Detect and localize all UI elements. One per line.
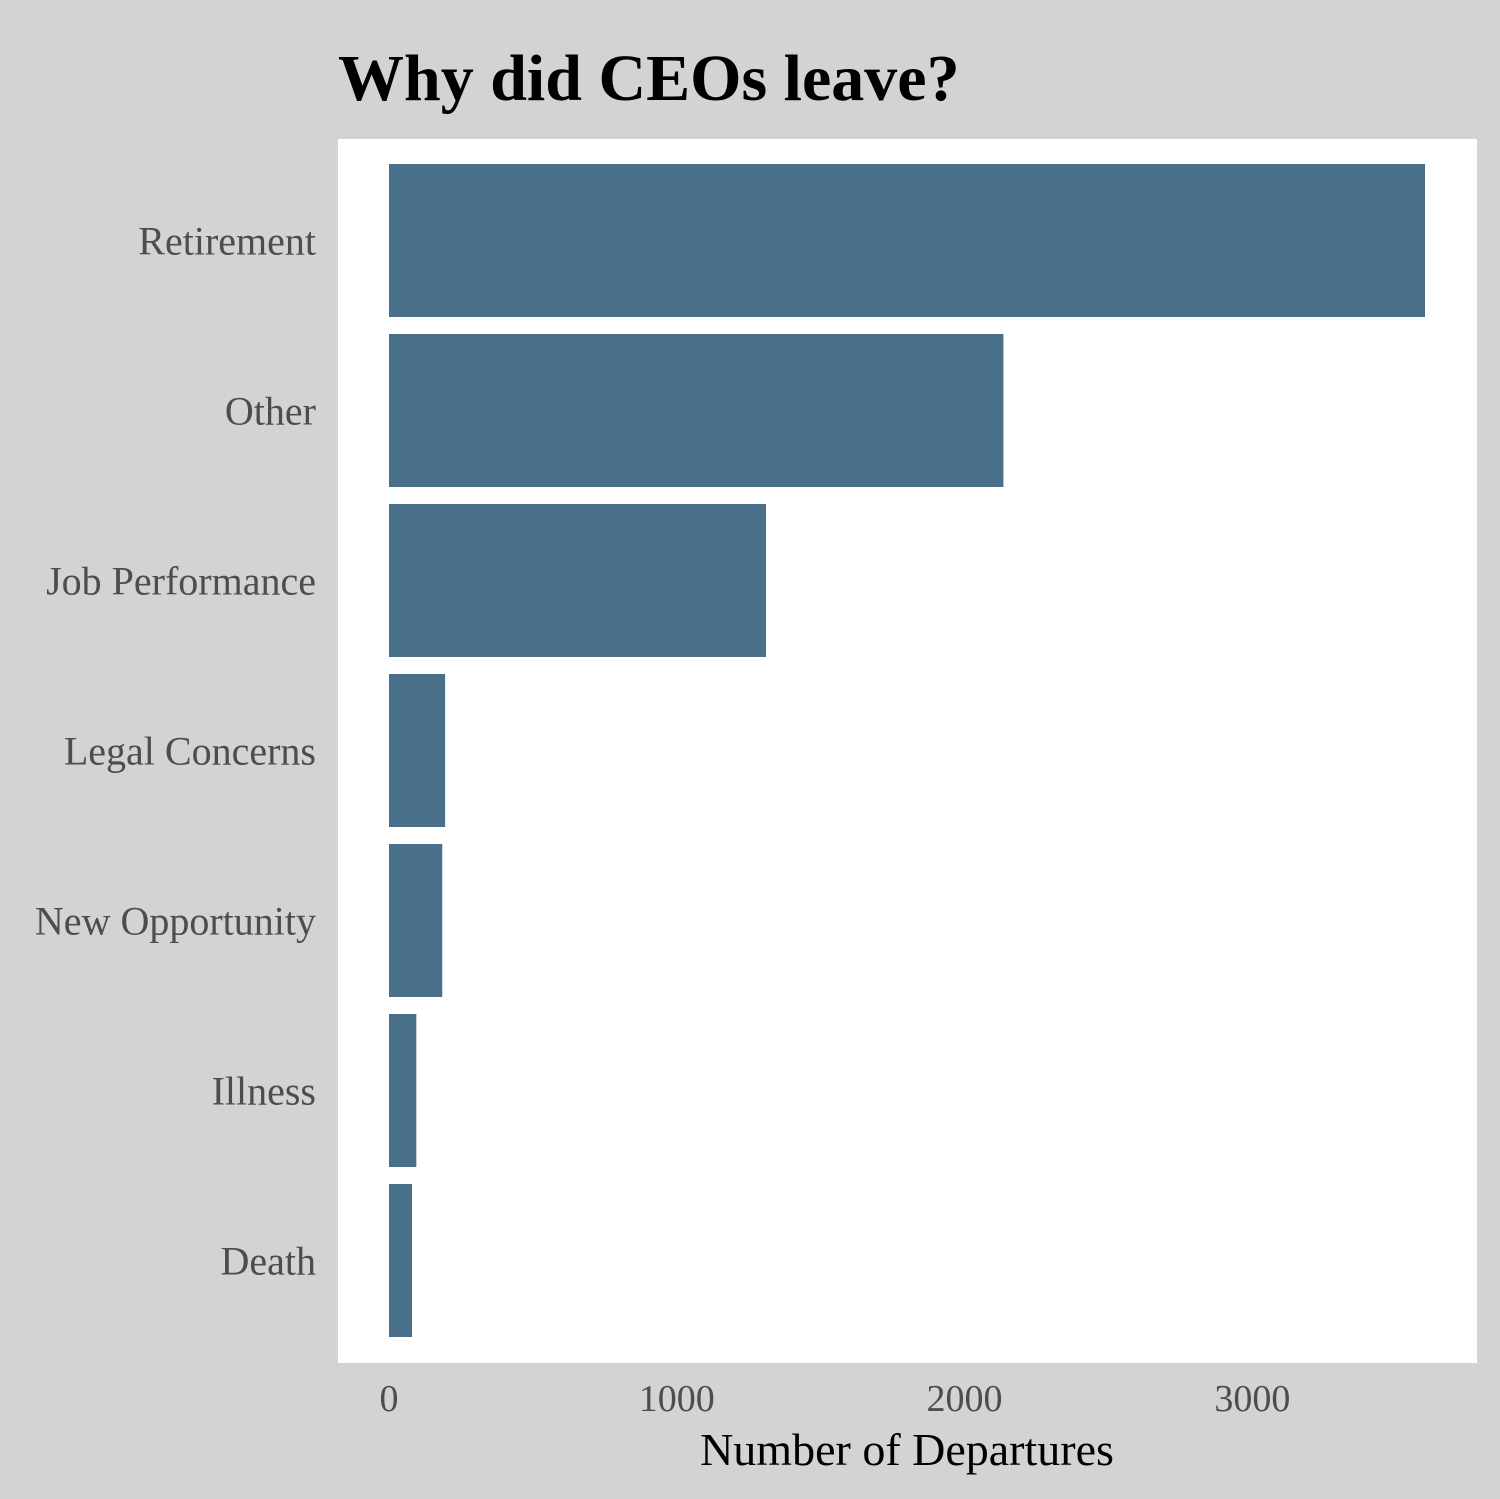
bar-other <box>389 334 1004 487</box>
category-label: Illness <box>212 1069 316 1114</box>
category-label: Legal Concerns <box>64 729 316 774</box>
bar-new-opportunity <box>389 844 443 997</box>
x-axis-ticks: 0 1000 2000 3000 <box>380 1378 1291 1420</box>
x-tick-label: 0 <box>380 1378 399 1420</box>
bar-illness <box>389 1014 417 1167</box>
category-labels: Retirement Other Job Performance Legal Conc… <box>35 219 316 1284</box>
chart-title: Why did CEOs leave? <box>338 42 960 115</box>
category-label: Death <box>220 1239 316 1284</box>
category-label: Job Performance <box>46 559 316 604</box>
x-tick-label: 1000 <box>639 1378 715 1420</box>
category-label: Other <box>225 389 316 434</box>
plot-panel <box>338 139 1477 1363</box>
bar-legal-concerns <box>389 674 446 827</box>
category-label: Retirement <box>138 219 316 264</box>
bars-group <box>389 164 1425 1337</box>
x-axis-title: Number of Departures <box>700 1424 1114 1475</box>
bar-death <box>389 1184 413 1337</box>
category-label: New Opportunity <box>35 899 316 944</box>
x-tick-label: 3000 <box>1214 1378 1290 1420</box>
bar-retirement <box>389 164 1425 317</box>
x-tick-label: 2000 <box>927 1378 1003 1420</box>
bar-job-performance <box>389 504 766 657</box>
